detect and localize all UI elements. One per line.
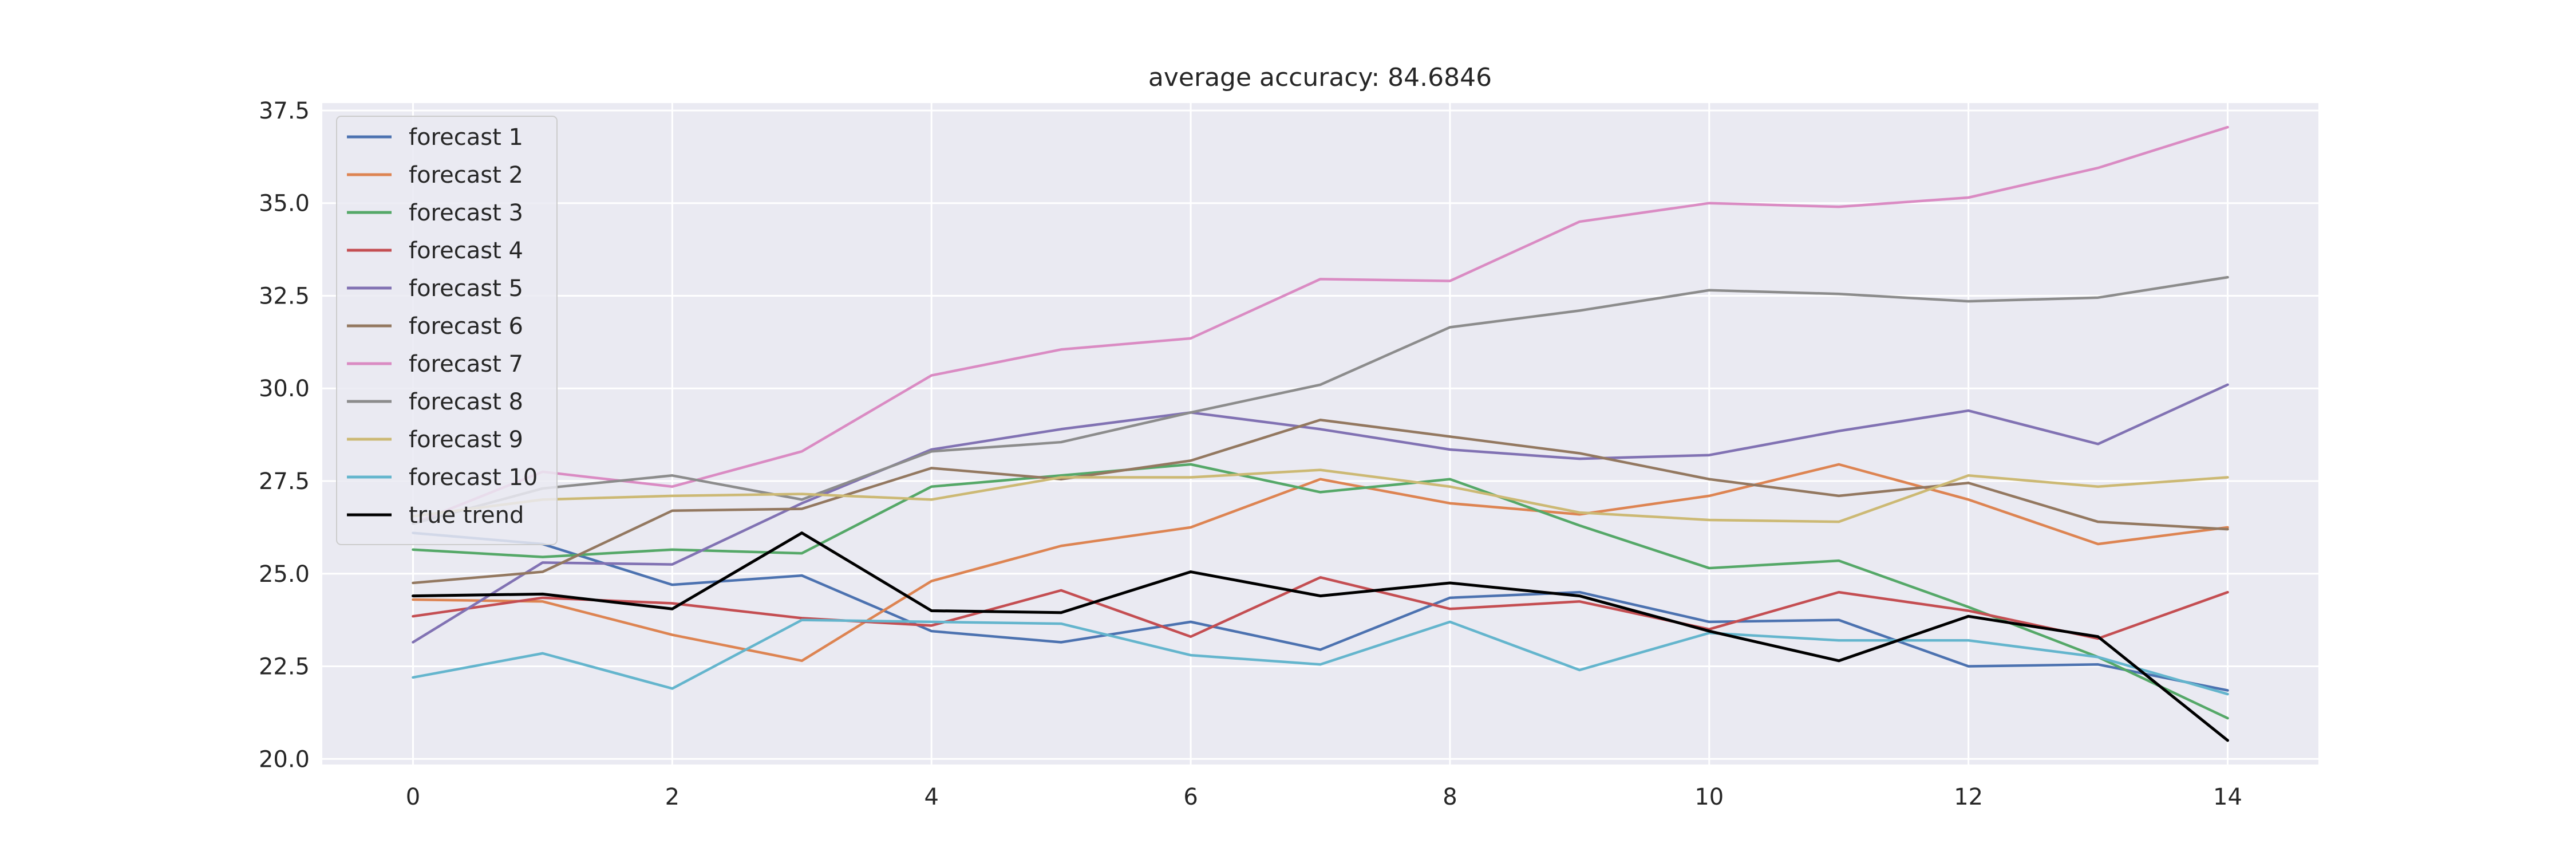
- legend-label-forecast-4: forecast 4: [409, 238, 523, 264]
- legend-label-forecast-5: forecast 5: [409, 275, 523, 302]
- series-line-forecast-8: [412, 275, 2229, 525]
- legend-label-forecast-8: forecast 8: [409, 389, 523, 415]
- y-tick-label: 22.5: [259, 654, 310, 680]
- y-tick-label: 32.5: [259, 283, 310, 309]
- series-line-true-trend: [412, 531, 2229, 742]
- series-line-forecast-3: [412, 463, 2229, 720]
- legend-label-forecast-6: forecast 6: [409, 313, 523, 340]
- series-lines: [412, 125, 2229, 742]
- x-tick-label: 2: [665, 784, 679, 810]
- y-tick-label: 35.0: [259, 191, 310, 217]
- y-tick-label: 27.5: [259, 468, 310, 495]
- legend-box: [336, 116, 558, 545]
- series-line-forecast-6: [412, 418, 2229, 585]
- legend-label-true-trend: true trend: [409, 502, 524, 529]
- y-axis-ticks: 20.0 22.5 25.0 27.5 30.0 32.5 35.0 37.5: [259, 98, 310, 773]
- legend-label-forecast-3: forecast 3: [409, 200, 523, 226]
- plot-background: [322, 103, 2318, 765]
- x-tick-label: 10: [1694, 784, 1724, 810]
- chart-title: average accuracy: 84.6846: [1148, 63, 1492, 92]
- x-tick-label: 12: [1954, 784, 1983, 810]
- y-tick-label: 25.0: [259, 561, 310, 588]
- series-line-forecast-1: [412, 531, 2229, 692]
- x-tick-label: 8: [1443, 784, 1457, 810]
- legend-label-forecast-10: forecast 10: [409, 464, 538, 491]
- series-line-forecast-4: [412, 576, 2229, 640]
- series-line-forecast-9: [412, 468, 2229, 523]
- legend-label-forecast-1: forecast 1: [409, 124, 523, 151]
- legend-label-forecast-9: forecast 9: [409, 427, 523, 453]
- x-axis-ticks: 0 2 4 6 8 10 12 14: [406, 784, 2242, 810]
- series-line-forecast-10: [412, 618, 2229, 696]
- series-line-forecast-7: [412, 125, 2229, 525]
- legend: forecast 1 forecast 2 forecast 3 forecast 4…: [336, 116, 558, 545]
- legend-label-forecast-2: forecast 2: [409, 162, 523, 188]
- y-tick-label: 30.0: [259, 376, 310, 402]
- series-line-forecast-5: [412, 383, 2229, 644]
- x-tick-label: 14: [2213, 784, 2242, 810]
- x-tick-label: 6: [1183, 784, 1198, 810]
- legend-label-forecast-7: forecast 7: [409, 351, 523, 377]
- y-tick-label: 37.5: [259, 98, 310, 124]
- x-tick-label: 0: [406, 784, 420, 810]
- y-tick-label: 20.0: [259, 746, 310, 773]
- x-tick-label: 4: [924, 784, 938, 810]
